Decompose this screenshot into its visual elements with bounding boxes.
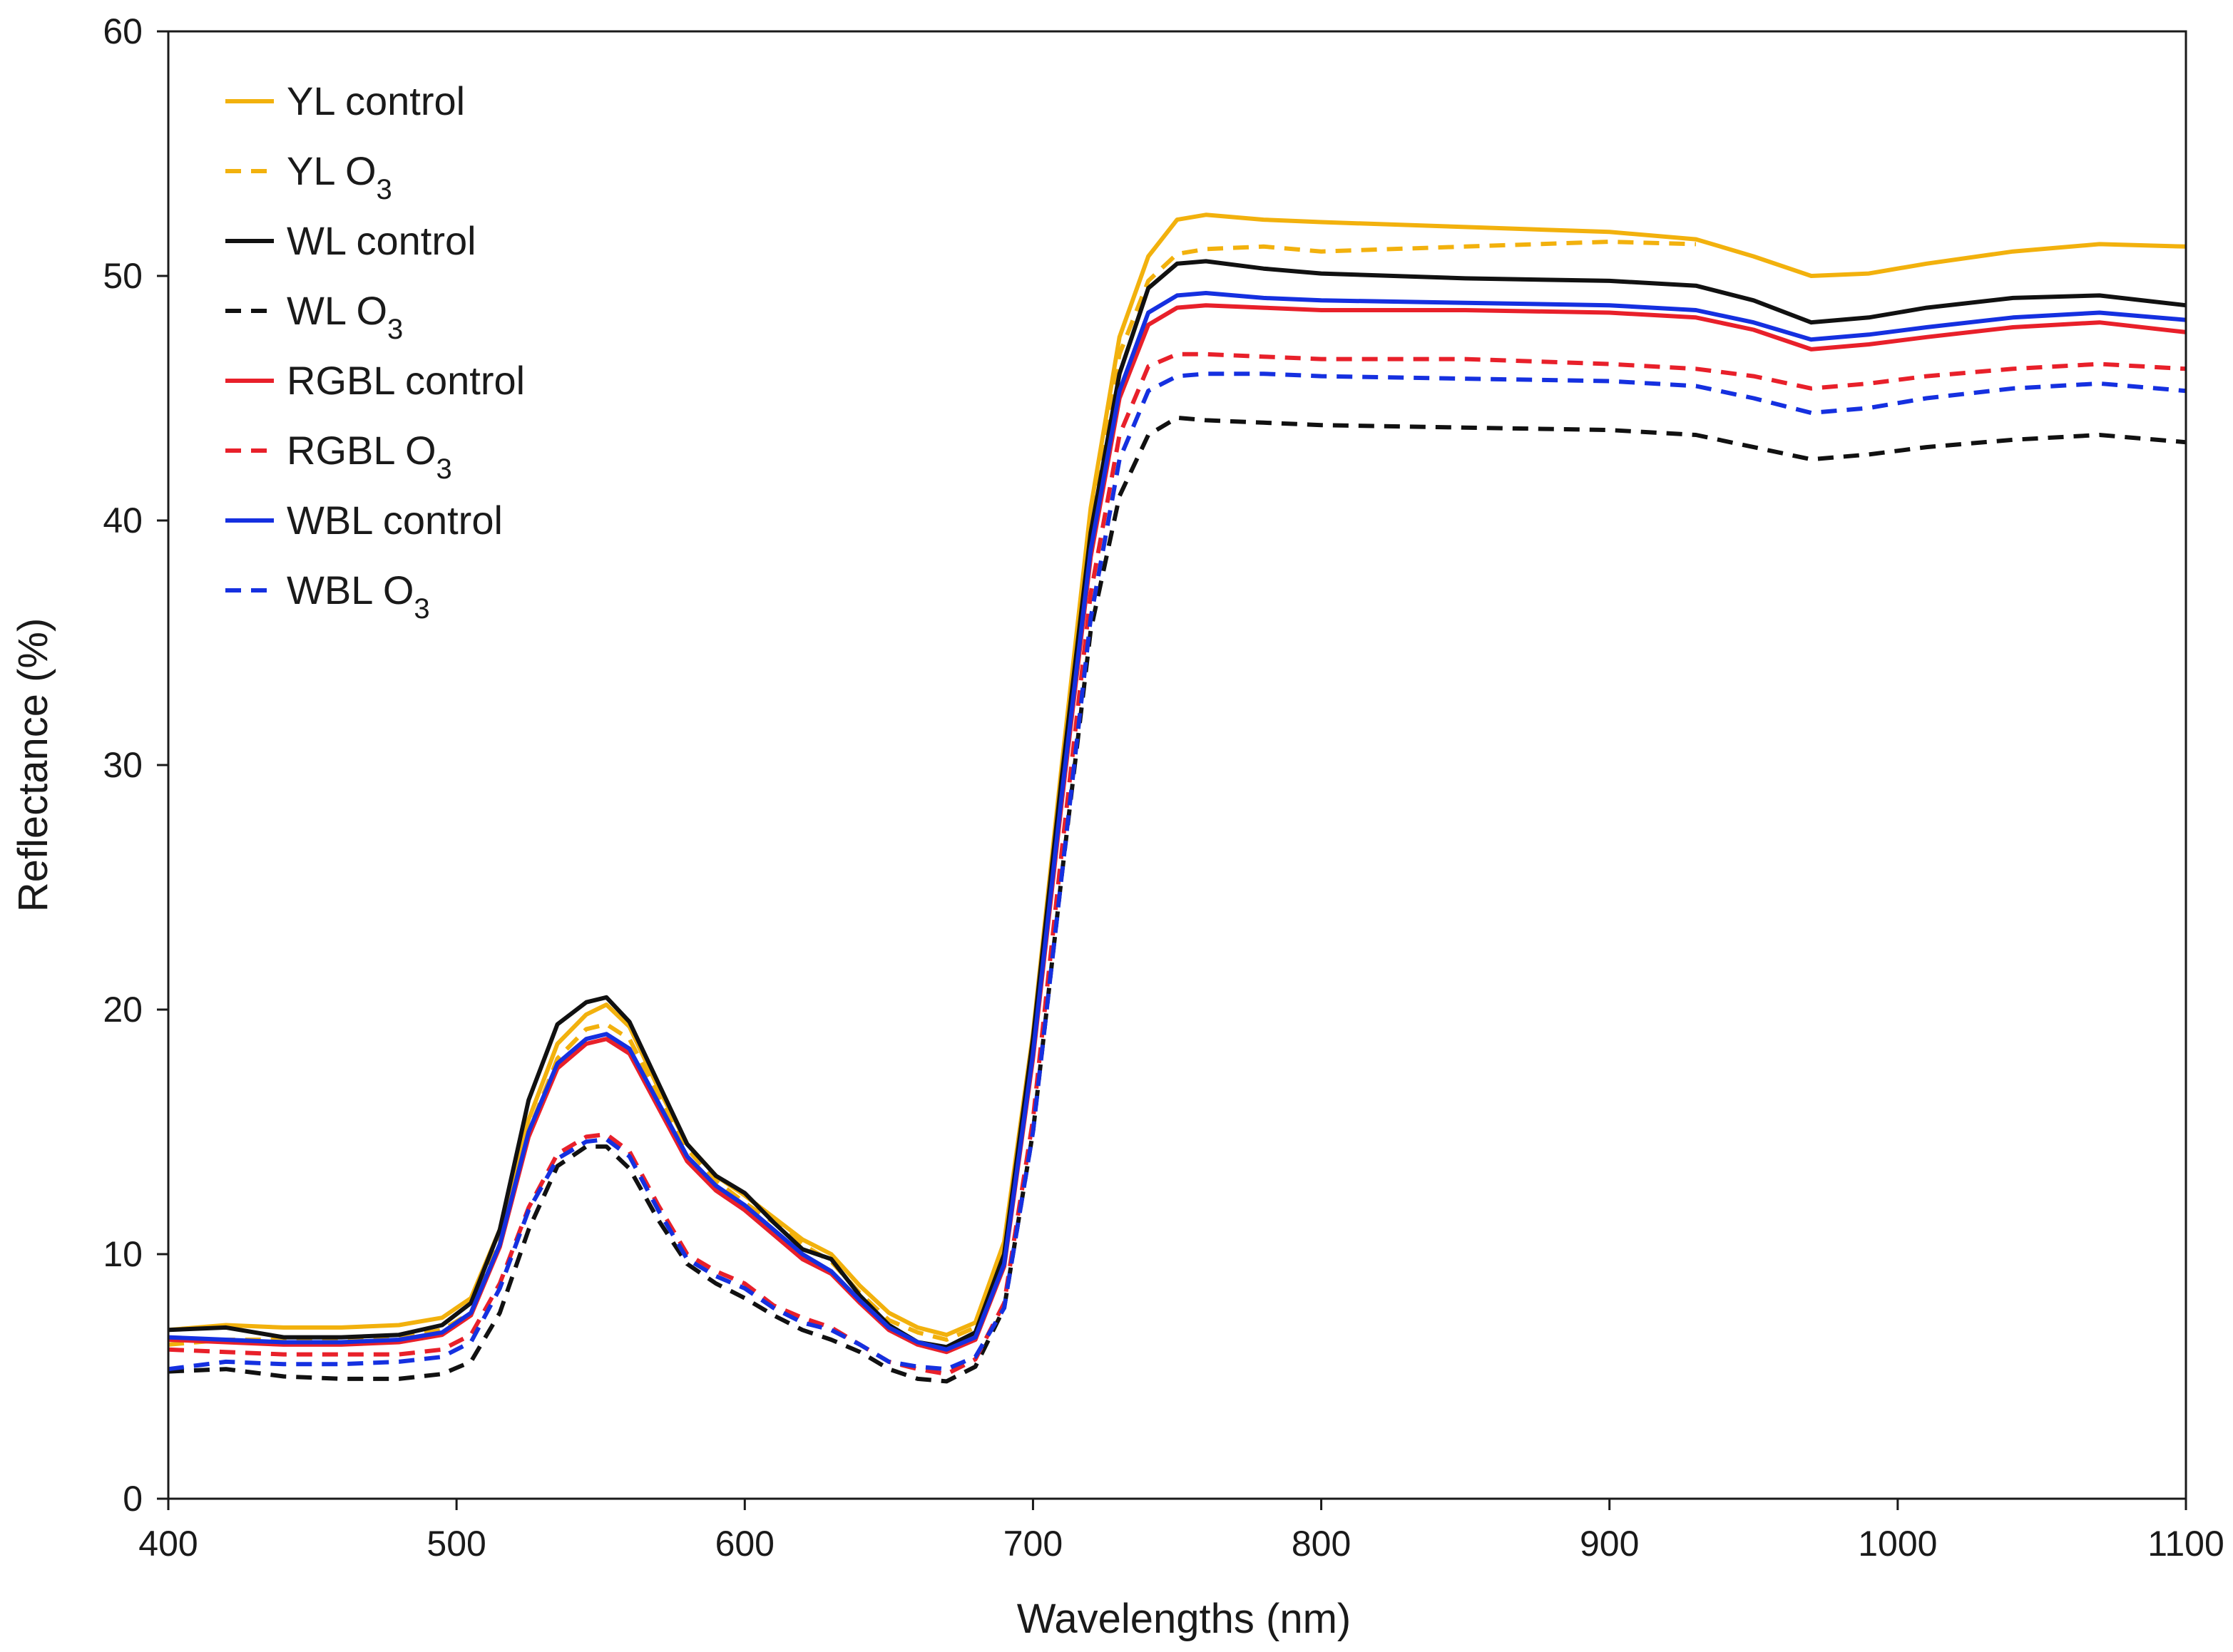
legend-item: WBL control (225, 498, 503, 543)
legend-label: WL control (287, 218, 476, 263)
series-line-wbl-o3 (168, 371, 2187, 1372)
legend-label: YL control (287, 78, 465, 123)
legend-item: RGBL control (225, 358, 525, 403)
y-axis-title: Reflectance (%) (10, 618, 56, 913)
x-tick-label: 1100 (2147, 1524, 2224, 1564)
y-axis: 0 10 20 30 40 50 60 (103, 11, 168, 1519)
y-tick-label: 0 (123, 1479, 143, 1519)
x-tick-label: 800 (1292, 1524, 1351, 1564)
legend-item: RGBL O3 (225, 428, 452, 485)
x-tick-label: 400 (138, 1524, 198, 1564)
x-tick-label: 700 (1003, 1524, 1063, 1564)
x-tick-label: 1000 (1858, 1524, 1937, 1564)
legend-label: WBL control (287, 498, 503, 543)
y-tick-label: 20 (103, 990, 143, 1030)
y-tick-label: 30 (103, 745, 143, 785)
legend: YL control YL O3 WL control WL O3 RGBL contr… (225, 78, 525, 625)
series-layer (168, 212, 2187, 1384)
legend-item: WBL O3 (225, 568, 430, 625)
y-tick-label: 50 (103, 256, 143, 296)
legend-label: RGBL O3 (287, 428, 452, 485)
series-line-wl-o3 (168, 415, 2187, 1384)
legend-label: RGBL control (287, 358, 525, 403)
series-line-wbl-control (168, 291, 2187, 1352)
y-tick-label: 40 (103, 501, 143, 540)
legend-item: YL control (225, 78, 465, 123)
legend-item: WL O3 (225, 288, 403, 345)
legend-label: WBL O3 (287, 568, 430, 625)
x-tick-label: 600 (715, 1524, 775, 1564)
x-tick-label: 900 (1580, 1524, 1639, 1564)
y-tick-label: 60 (103, 11, 143, 51)
x-axis-title: Wavelengths (nm) (1017, 1596, 1351, 1642)
legend-label: WL O3 (287, 288, 403, 345)
legend-item: YL O3 (225, 148, 392, 205)
legend-item: WL control (225, 218, 476, 263)
y-tick-label: 10 (103, 1234, 143, 1274)
x-axis: 400 500 600 700 800 900 1000 1100 (138, 1499, 2224, 1564)
legend-label: YL O3 (287, 148, 392, 205)
x-tick-label: 500 (426, 1524, 486, 1564)
